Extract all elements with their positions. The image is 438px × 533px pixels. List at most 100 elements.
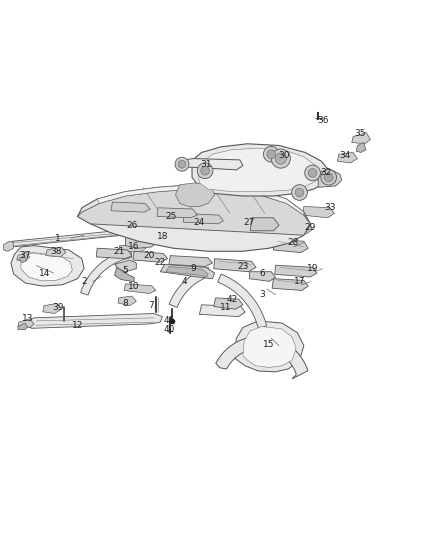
Text: 20: 20 [144, 251, 155, 260]
Text: 2: 2 [81, 277, 87, 286]
Polygon shape [4, 241, 14, 251]
Circle shape [271, 149, 290, 168]
Polygon shape [356, 142, 366, 152]
Polygon shape [81, 250, 132, 295]
Circle shape [263, 147, 279, 162]
Polygon shape [169, 268, 211, 308]
Text: 35: 35 [355, 130, 366, 138]
Circle shape [292, 184, 307, 200]
Polygon shape [275, 265, 317, 277]
Polygon shape [303, 206, 334, 218]
Polygon shape [352, 133, 371, 144]
Polygon shape [234, 321, 304, 372]
Polygon shape [19, 256, 27, 263]
Text: 11: 11 [220, 303, 231, 312]
Text: 41: 41 [163, 317, 175, 326]
Polygon shape [176, 183, 215, 206]
Text: 10: 10 [128, 281, 140, 290]
Text: 24: 24 [194, 219, 205, 228]
Text: 6: 6 [260, 269, 265, 278]
Polygon shape [118, 296, 136, 305]
Circle shape [175, 157, 189, 171]
Text: 42: 42 [226, 295, 238, 304]
Polygon shape [218, 274, 267, 328]
Polygon shape [23, 313, 162, 328]
Polygon shape [169, 256, 212, 266]
Text: 32: 32 [320, 168, 331, 177]
Polygon shape [124, 284, 156, 294]
Polygon shape [144, 232, 182, 243]
Text: 22: 22 [155, 257, 166, 266]
Polygon shape [11, 246, 84, 286]
Polygon shape [160, 264, 215, 279]
Text: 1: 1 [55, 233, 61, 243]
Text: 27: 27 [244, 219, 255, 228]
Polygon shape [177, 158, 243, 170]
Text: 13: 13 [22, 314, 33, 323]
Polygon shape [119, 244, 146, 252]
Polygon shape [318, 170, 342, 187]
Polygon shape [250, 272, 276, 281]
Text: 5: 5 [123, 266, 128, 276]
Polygon shape [192, 144, 330, 196]
Text: 37: 37 [20, 251, 31, 260]
Polygon shape [148, 235, 179, 241]
Text: 38: 38 [50, 247, 62, 256]
Circle shape [321, 169, 336, 185]
Circle shape [201, 166, 209, 175]
Text: 12: 12 [72, 321, 83, 330]
Text: 33: 33 [324, 203, 336, 212]
Text: 17: 17 [294, 277, 305, 286]
Polygon shape [184, 213, 223, 224]
Polygon shape [43, 303, 61, 313]
Polygon shape [97, 184, 304, 215]
Polygon shape [115, 268, 134, 282]
Text: 40: 40 [163, 325, 175, 334]
Polygon shape [157, 208, 197, 218]
Text: 39: 39 [52, 303, 64, 312]
Text: 36: 36 [318, 116, 329, 125]
Circle shape [275, 153, 286, 164]
Text: 18: 18 [157, 231, 168, 240]
Circle shape [197, 163, 213, 179]
Text: 25: 25 [166, 212, 177, 221]
Polygon shape [251, 218, 279, 231]
Text: 30: 30 [279, 151, 290, 160]
Circle shape [295, 188, 304, 197]
Text: 23: 23 [237, 262, 249, 271]
Polygon shape [18, 323, 28, 329]
Polygon shape [6, 230, 138, 247]
Circle shape [305, 165, 321, 181]
Polygon shape [18, 319, 34, 327]
Circle shape [178, 160, 186, 168]
Text: 16: 16 [128, 243, 140, 252]
Polygon shape [46, 247, 66, 257]
Polygon shape [287, 224, 313, 234]
Text: 7: 7 [148, 301, 155, 310]
Circle shape [324, 173, 333, 182]
Polygon shape [133, 251, 168, 262]
Polygon shape [272, 279, 308, 290]
Polygon shape [21, 253, 72, 281]
Polygon shape [214, 298, 243, 309]
Polygon shape [198, 148, 320, 192]
Polygon shape [273, 239, 308, 253]
Polygon shape [125, 232, 158, 248]
Polygon shape [17, 253, 30, 261]
Text: 8: 8 [123, 299, 128, 308]
Polygon shape [337, 152, 357, 163]
Text: 4: 4 [181, 277, 187, 286]
Polygon shape [166, 266, 208, 277]
Circle shape [267, 150, 276, 158]
Polygon shape [111, 202, 150, 212]
Text: 26: 26 [126, 221, 138, 230]
Text: 14: 14 [39, 269, 51, 278]
Text: 15: 15 [263, 341, 275, 349]
Text: 34: 34 [339, 151, 351, 160]
Text: 31: 31 [200, 160, 212, 169]
Polygon shape [96, 248, 132, 259]
Polygon shape [243, 327, 296, 367]
Polygon shape [78, 189, 311, 235]
Polygon shape [214, 259, 256, 272]
Polygon shape [115, 260, 136, 272]
